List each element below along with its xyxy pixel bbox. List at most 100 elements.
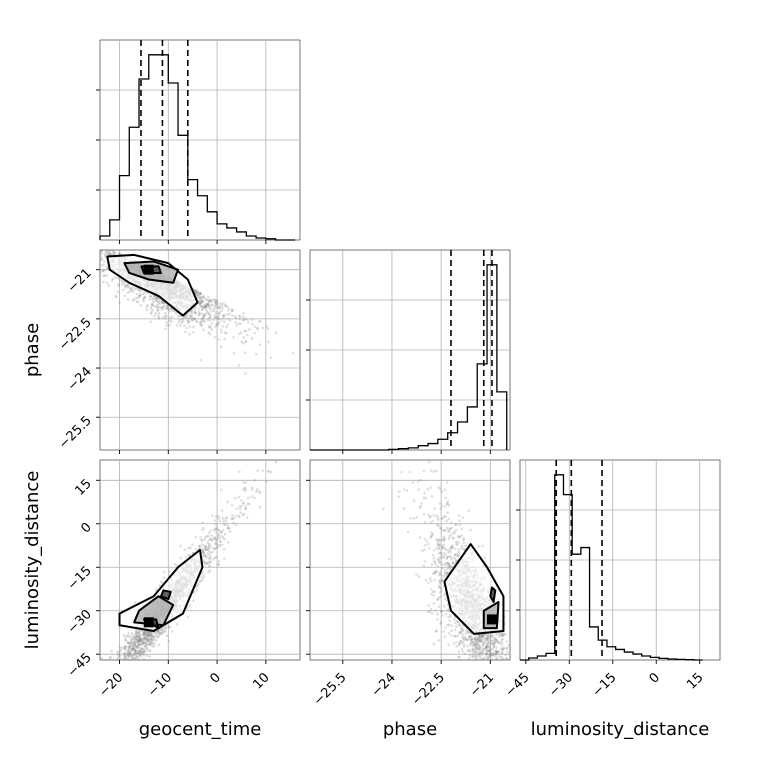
sample-point xyxy=(486,634,490,637)
sample-point xyxy=(478,654,482,658)
sample-point xyxy=(145,633,149,637)
sample-point xyxy=(467,656,471,660)
sample-point xyxy=(494,649,497,653)
sample-point xyxy=(201,543,205,546)
sample-point xyxy=(433,578,437,582)
sample-point xyxy=(188,546,192,550)
sample-point xyxy=(459,631,463,634)
sample-point xyxy=(466,670,469,673)
sample-point xyxy=(488,669,491,672)
sample-point xyxy=(127,634,130,638)
sample-point xyxy=(452,531,456,535)
sample-point xyxy=(106,252,109,255)
sample-point xyxy=(214,299,218,302)
sample-point xyxy=(471,644,474,648)
sample-point xyxy=(242,512,246,516)
sample-point xyxy=(449,615,452,619)
sample-point xyxy=(475,654,479,658)
density-peak xyxy=(486,614,497,625)
sample-point xyxy=(458,641,461,645)
sample-point xyxy=(123,646,127,650)
sample-point xyxy=(446,548,450,552)
sample-point xyxy=(194,290,198,294)
sample-point xyxy=(437,605,441,609)
sample-point xyxy=(461,516,465,520)
sample-point xyxy=(217,321,221,324)
sample-point xyxy=(217,563,221,567)
sample-point xyxy=(489,653,492,656)
sample-point xyxy=(157,311,161,315)
sample-point xyxy=(503,707,506,710)
sample-point xyxy=(462,537,466,540)
sample-point xyxy=(250,337,254,340)
sample-point xyxy=(214,300,217,304)
sample-point xyxy=(97,247,100,250)
sample-point xyxy=(166,304,170,308)
sample-point xyxy=(509,672,512,675)
sample-point xyxy=(131,636,134,640)
sample-point xyxy=(138,649,141,652)
sample-point xyxy=(266,469,270,473)
sample-point xyxy=(198,292,201,296)
sample-point xyxy=(109,668,112,671)
sample-point xyxy=(194,585,198,589)
sample-point xyxy=(116,290,120,293)
sample-point xyxy=(502,633,505,636)
sample-point xyxy=(110,649,113,653)
sample-point xyxy=(153,642,156,645)
sample-point xyxy=(485,645,488,648)
sample-point xyxy=(145,636,148,640)
sample-point xyxy=(486,693,489,696)
sample-point xyxy=(470,637,474,640)
sample-point xyxy=(131,298,135,302)
sample-point xyxy=(500,680,503,683)
sample-point xyxy=(472,640,475,644)
sample-point xyxy=(487,645,491,649)
sample-point xyxy=(202,551,205,554)
sample-point xyxy=(489,649,493,653)
sample-point xyxy=(455,542,458,546)
sample-point xyxy=(452,537,455,540)
sample-point xyxy=(476,643,480,647)
sample-point xyxy=(445,481,449,484)
sample-point xyxy=(172,309,175,313)
sample-point xyxy=(502,647,505,650)
sample-point xyxy=(505,657,509,660)
sample-point xyxy=(269,356,273,359)
sample-point xyxy=(134,635,137,638)
sample-point xyxy=(196,584,199,588)
sample-point xyxy=(117,282,120,286)
sample-point xyxy=(206,303,209,307)
sample-point xyxy=(202,550,205,554)
sample-point xyxy=(431,553,435,557)
sample-point xyxy=(143,296,146,300)
sample-point xyxy=(179,556,182,560)
sample-point xyxy=(448,554,452,558)
sample-point xyxy=(246,318,249,321)
sample-point xyxy=(219,345,223,349)
sample-point xyxy=(134,662,137,665)
sample-point xyxy=(433,560,437,564)
sample-point xyxy=(218,537,221,540)
sample-point xyxy=(151,635,154,639)
sample-point xyxy=(474,645,478,649)
sample-point xyxy=(144,645,147,648)
sample-point xyxy=(438,487,442,491)
sample-point xyxy=(244,487,247,491)
sample-point xyxy=(192,325,195,328)
sample-point xyxy=(211,298,214,302)
sample-point xyxy=(477,636,481,640)
sample-point xyxy=(145,308,149,311)
sample-point xyxy=(430,563,434,566)
sample-point xyxy=(510,655,513,658)
sample-point xyxy=(436,597,440,601)
sample-point xyxy=(154,296,157,300)
sample-point xyxy=(128,642,132,645)
sample-point xyxy=(200,308,204,312)
sample-point xyxy=(127,646,131,650)
sample-point xyxy=(100,251,104,255)
sample-point xyxy=(204,297,207,301)
sample-point xyxy=(156,629,160,633)
sample-point xyxy=(255,488,259,491)
